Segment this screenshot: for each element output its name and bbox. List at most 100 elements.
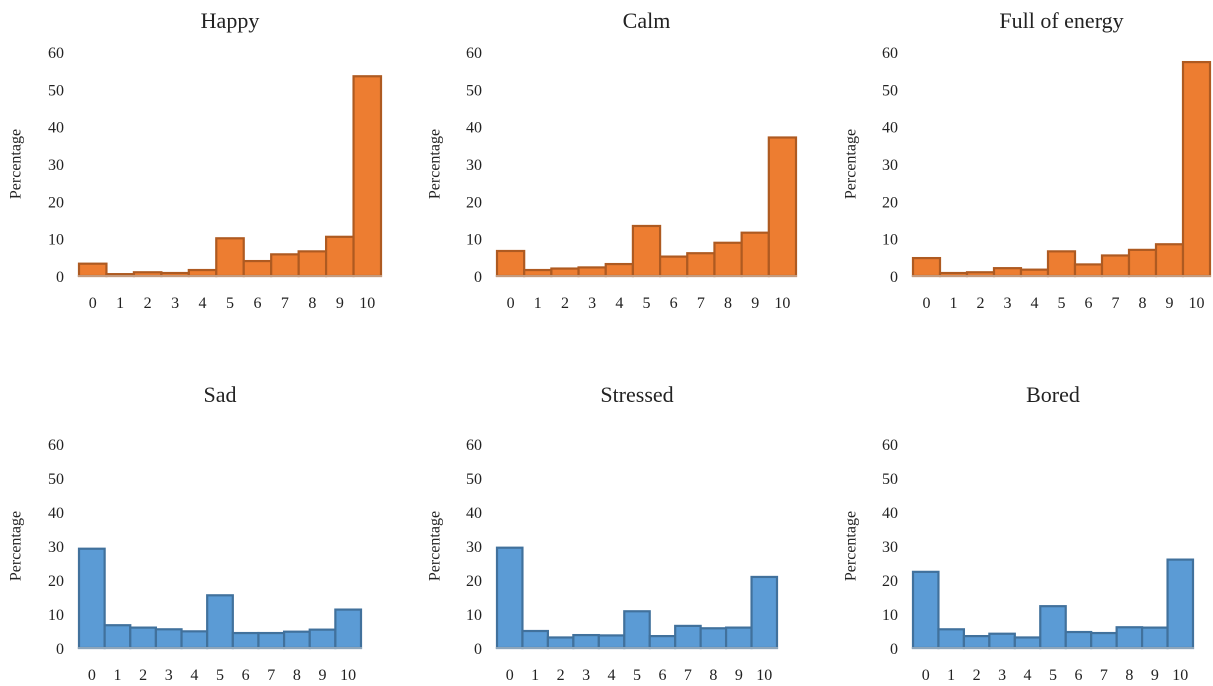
x-tick-label: 7 (1100, 667, 1108, 684)
x-tick-label: 2 (144, 295, 152, 312)
x-tick-label: 1 (531, 667, 539, 684)
y-tick-label: 20 (48, 573, 64, 590)
bar-2 (550, 267, 580, 278)
x-tick-label: 8 (308, 295, 316, 312)
x-tick-label: 10 (1172, 667, 1188, 684)
x-tick-label: 2 (557, 667, 565, 684)
y-tick-label: 20 (882, 573, 898, 590)
y-tick-label: 60 (882, 45, 898, 62)
y-tick-label: 50 (882, 82, 898, 99)
y-tick-label: 40 (48, 120, 64, 137)
x-tick-label: 10 (756, 667, 772, 684)
bar-6 (658, 255, 689, 278)
bar-8 (1115, 626, 1144, 650)
x-tick-label: 1 (113, 667, 121, 684)
bar-10 (1181, 60, 1212, 278)
y-tick-label: 60 (882, 437, 898, 454)
x-tick-label: 9 (336, 295, 344, 312)
x-tick-label: 6 (1085, 295, 1093, 312)
bar-5 (1046, 250, 1077, 278)
x-tick-label: 6 (242, 667, 250, 684)
bar-0 (911, 570, 940, 650)
x-tick-label: 3 (171, 295, 179, 312)
y-tick-label: 0 (56, 269, 64, 286)
x-tick-label: 9 (319, 667, 327, 684)
x-tick-label: 3 (165, 667, 173, 684)
y-tick-label: 30 (466, 539, 482, 556)
bar-1 (937, 628, 966, 650)
x-tick-label: 4 (190, 667, 198, 684)
y-tick-label: 60 (466, 437, 482, 454)
x-tick-label: 0 (89, 295, 97, 312)
x-tick-label: 4 (615, 295, 623, 312)
y-tick-label: 0 (890, 269, 898, 286)
bar-4 (597, 634, 626, 650)
x-tick-label: 8 (1139, 295, 1147, 312)
bar-0 (77, 547, 106, 650)
y-tick-label: 10 (48, 232, 64, 249)
x-tick-label: 10 (1189, 295, 1205, 312)
bar-3 (577, 266, 607, 278)
bar-4 (180, 630, 209, 650)
bar-5 (215, 237, 245, 278)
y-tick-label: 0 (56, 641, 64, 658)
bar-7 (257, 631, 286, 650)
x-tick-label: 3 (998, 667, 1006, 684)
bar-6 (1064, 630, 1093, 650)
y-tick-label: 30 (882, 157, 898, 174)
y-tick-label: 60 (466, 45, 482, 62)
y-tick-label: 40 (466, 120, 482, 137)
bar-6 (242, 259, 273, 278)
x-tick-label: 5 (643, 295, 651, 312)
chart-title: Calm (623, 8, 671, 33)
x-tick-label: 5 (226, 295, 234, 312)
bar-3 (988, 632, 1016, 650)
y-tick-label: 40 (882, 505, 898, 522)
bar-10 (334, 608, 363, 650)
x-tick-label: 7 (1112, 295, 1120, 312)
x-tick-label: 9 (751, 295, 759, 312)
x-tick-label: 4 (1031, 295, 1039, 312)
bar-0 (911, 256, 942, 278)
bar-2 (965, 271, 996, 278)
x-tick-label: 1 (534, 295, 542, 312)
bar-5 (623, 610, 651, 650)
x-tick-label: 7 (281, 295, 289, 312)
x-tick-label: 5 (633, 667, 641, 684)
bar-1 (521, 629, 550, 650)
bar-3 (572, 633, 600, 650)
x-tick-label: 4 (199, 295, 207, 312)
bar-6 (1073, 263, 1104, 278)
bar-9 (724, 626, 753, 650)
bar-9 (308, 628, 337, 650)
y-tick-label: 30 (466, 157, 482, 174)
y-tick-label: 30 (882, 539, 898, 556)
y-axis-label: Percentage (8, 511, 25, 581)
x-tick-label: 8 (724, 295, 732, 312)
x-tick-label: 8 (709, 667, 717, 684)
bar-10 (1166, 558, 1195, 650)
x-tick-label: 9 (735, 667, 743, 684)
y-tick-label: 60 (48, 437, 64, 454)
x-tick-label: 10 (359, 295, 375, 312)
bar-7 (686, 252, 716, 278)
x-tick-label: 4 (1024, 667, 1032, 684)
x-tick-label: 3 (1004, 295, 1012, 312)
bar-0 (495, 546, 524, 650)
bar-2 (962, 634, 991, 650)
y-tick-label: 40 (882, 120, 898, 137)
bar-4 (604, 262, 635, 278)
x-tick-label: 0 (88, 667, 96, 684)
bar-8 (297, 250, 328, 278)
x-tick-label: 0 (507, 295, 515, 312)
y-tick-label: 50 (48, 471, 64, 488)
y-tick-label: 50 (48, 82, 64, 99)
y-axis-label: Percentage (843, 511, 860, 581)
x-tick-label: 9 (1166, 295, 1174, 312)
x-tick-label: 2 (561, 295, 569, 312)
bar-3 (992, 267, 1023, 278)
bar-2 (546, 636, 575, 650)
